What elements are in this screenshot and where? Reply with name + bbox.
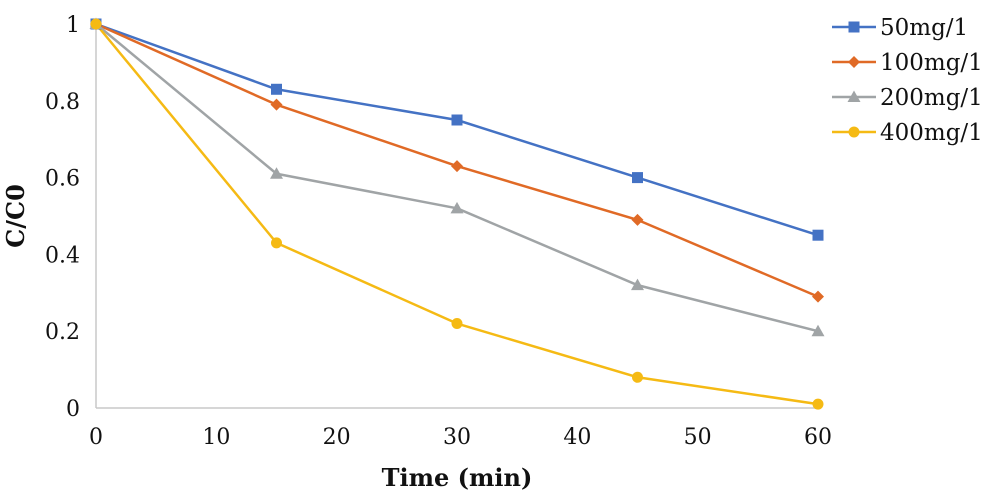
x-axis-title: Time (min) <box>382 463 533 492</box>
legend-label: 100mg/1 <box>880 50 983 76</box>
y-tick-label: 0 <box>66 397 80 422</box>
legend: 50mg/1 100mg/1 200mg/1 400mg/1 <box>832 15 983 146</box>
x-tick-label: 10 <box>202 425 230 450</box>
x-tick-label: 20 <box>323 425 351 450</box>
data-point <box>811 324 825 337</box>
legend-marker <box>848 126 860 138</box>
y-axis-title: C/C0 <box>1 184 30 248</box>
series-markers <box>89 17 825 410</box>
y-tick-label: 0.8 <box>45 90 80 115</box>
y-tick-label: 1 <box>66 13 80 38</box>
legend-marker <box>847 90 861 102</box>
data-point <box>90 18 102 30</box>
data-point <box>271 237 282 249</box>
series-lines <box>95 22 819 406</box>
x-tick-label: 40 <box>563 425 591 450</box>
axes <box>95 24 818 409</box>
x-tick-label: 30 <box>443 425 471 450</box>
legend-label: 400mg/1 <box>880 120 983 146</box>
data-point <box>812 398 824 410</box>
legend-marker <box>848 21 860 33</box>
data-point <box>270 167 283 179</box>
y-axis-ticks: 0 0.2 0.4 0.6 0.8 1 <box>45 13 80 422</box>
data-point <box>631 213 644 226</box>
data-point <box>632 371 643 383</box>
x-tick-label: 60 <box>804 425 832 450</box>
x-axis-ticks: 0 10 20 30 40 50 60 <box>89 425 832 450</box>
y-tick-label: 0.4 <box>45 243 80 268</box>
x-tick-label: 50 <box>684 425 712 450</box>
legend-label: 50mg/1 <box>880 15 968 41</box>
data-point <box>451 318 463 330</box>
series-line <box>95 23 819 333</box>
y-tick-label: 0.2 <box>45 320 80 345</box>
x-tick-label: 0 <box>89 425 103 450</box>
legend-label: 200mg/1 <box>880 85 983 111</box>
data-point <box>632 172 643 184</box>
data-point <box>450 201 464 214</box>
data-point <box>812 290 824 303</box>
legend-marker <box>848 56 860 68</box>
data-point <box>451 114 463 126</box>
data-point <box>270 98 283 111</box>
data-point <box>451 160 463 173</box>
data-point <box>631 278 644 291</box>
data-point <box>271 83 282 95</box>
data-point <box>812 229 824 241</box>
y-tick-label: 0.6 <box>45 167 80 192</box>
series-line <box>95 23 819 406</box>
